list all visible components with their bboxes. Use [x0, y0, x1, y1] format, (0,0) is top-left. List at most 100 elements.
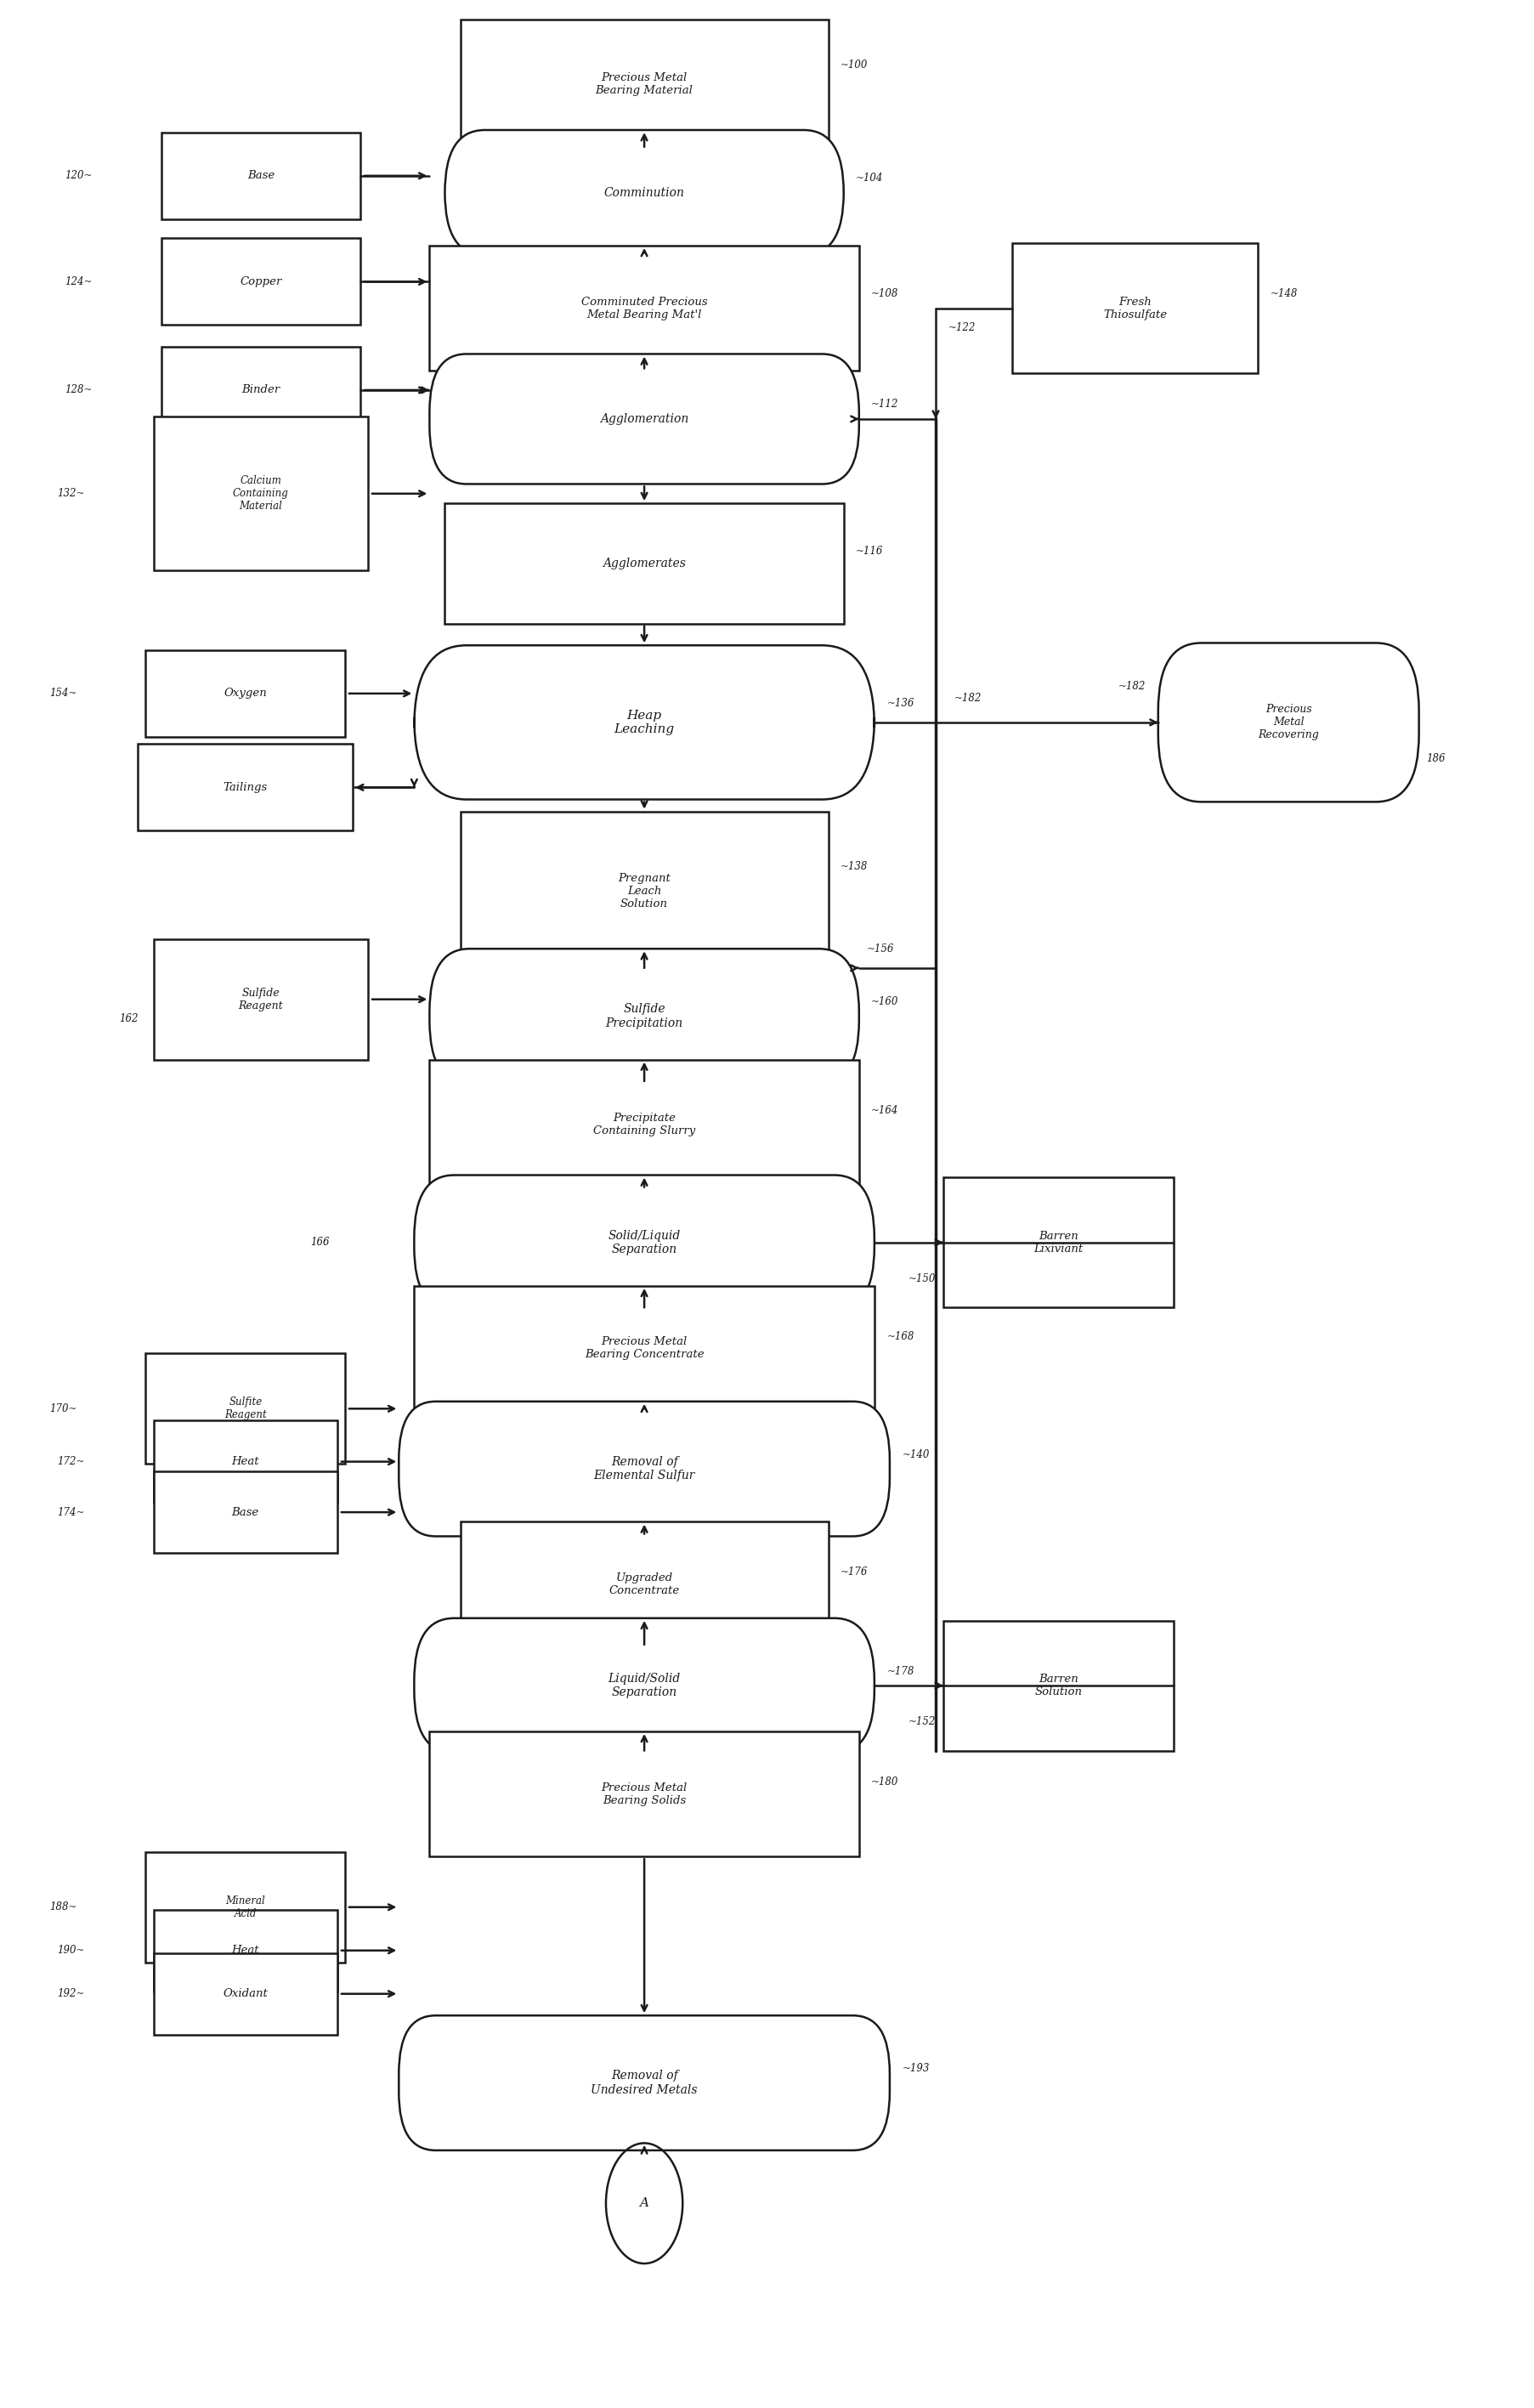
FancyBboxPatch shape	[161, 132, 360, 219]
Text: 188~: 188~	[49, 1902, 77, 1912]
Text: Oxygen: Oxygen	[224, 689, 267, 698]
Text: ~180: ~180	[871, 1777, 899, 1787]
Text: 174~: 174~	[57, 1507, 84, 1517]
FancyBboxPatch shape	[153, 1471, 337, 1553]
FancyBboxPatch shape	[161, 347, 360, 433]
Text: ~122: ~122	[948, 323, 976, 332]
Text: Precious Metal
Bearing Solids: Precious Metal Bearing Solids	[601, 1782, 687, 1806]
Text: ~138: ~138	[841, 862, 868, 872]
Text: Removal of
Undesired Metals: Removal of Undesired Metals	[591, 2071, 698, 2095]
Text: 162: 162	[120, 1014, 138, 1023]
FancyBboxPatch shape	[153, 417, 368, 571]
Text: Calcium
Containing
Material: Calcium Containing Material	[233, 474, 288, 513]
Text: 128~: 128~	[64, 385, 92, 395]
FancyBboxPatch shape	[399, 2015, 890, 2150]
Text: Precious Metal
Bearing Concentrate: Precious Metal Bearing Concentrate	[584, 1336, 704, 1361]
Text: ~140: ~140	[902, 1450, 930, 1459]
FancyBboxPatch shape	[445, 503, 844, 624]
FancyBboxPatch shape	[430, 246, 859, 371]
FancyBboxPatch shape	[153, 1421, 337, 1503]
Text: Removal of
Elemental Sulfur: Removal of Elemental Sulfur	[594, 1457, 695, 1481]
Text: ~116: ~116	[856, 547, 884, 556]
Text: ~150: ~150	[908, 1274, 936, 1283]
Text: 132~: 132~	[57, 489, 84, 498]
Text: 192~: 192~	[57, 1989, 84, 1999]
Text: ~182: ~182	[954, 694, 982, 703]
Text: Precious Metal
Bearing Material: Precious Metal Bearing Material	[595, 72, 693, 96]
FancyBboxPatch shape	[414, 1286, 874, 1411]
Text: Precious
Metal
Recovering: Precious Metal Recovering	[1258, 703, 1319, 742]
Text: ~193: ~193	[902, 2064, 930, 2073]
Text: Barren
Lixiviant: Barren Lixiviant	[1034, 1230, 1083, 1255]
Text: ~178: ~178	[887, 1666, 914, 1676]
FancyBboxPatch shape	[1158, 643, 1419, 802]
Text: 190~: 190~	[57, 1946, 84, 1955]
Text: ~168: ~168	[887, 1332, 914, 1341]
FancyBboxPatch shape	[430, 949, 859, 1084]
Text: Comminution: Comminution	[604, 188, 684, 197]
Text: ~100: ~100	[841, 60, 868, 70]
FancyBboxPatch shape	[460, 19, 828, 149]
Text: Heat: Heat	[232, 1946, 259, 1955]
FancyBboxPatch shape	[414, 1175, 874, 1310]
Text: 154~: 154~	[49, 689, 77, 698]
Text: Copper: Copper	[239, 277, 282, 287]
Text: ~164: ~164	[871, 1105, 899, 1115]
Text: Precipitate
Containing Slurry: Precipitate Containing Slurry	[594, 1112, 695, 1137]
Text: A: A	[640, 2199, 649, 2208]
Text: Barren
Solution: Barren Solution	[1034, 1674, 1083, 1698]
FancyBboxPatch shape	[460, 811, 828, 970]
FancyBboxPatch shape	[146, 650, 345, 737]
Text: Oxidant: Oxidant	[222, 1989, 268, 1999]
Text: 172~: 172~	[57, 1457, 84, 1466]
FancyBboxPatch shape	[414, 645, 874, 799]
FancyBboxPatch shape	[414, 1618, 874, 1753]
Text: Heap
Leaching: Heap Leaching	[614, 710, 675, 734]
Text: ~108: ~108	[871, 289, 899, 299]
FancyBboxPatch shape	[430, 1731, 859, 1857]
Text: Sulfide
Precipitation: Sulfide Precipitation	[606, 1004, 683, 1028]
Text: ~104: ~104	[856, 173, 884, 183]
Text: Binder: Binder	[241, 385, 281, 395]
FancyBboxPatch shape	[138, 744, 353, 831]
Text: ~156: ~156	[867, 944, 894, 954]
FancyBboxPatch shape	[399, 1401, 890, 1536]
FancyBboxPatch shape	[161, 238, 360, 325]
Text: Pregnant
Leach
Solution: Pregnant Leach Solution	[618, 872, 670, 910]
Text: ~148: ~148	[1270, 289, 1298, 299]
Text: ~152: ~152	[908, 1717, 936, 1727]
Text: 186: 186	[1427, 754, 1445, 763]
FancyBboxPatch shape	[146, 1852, 345, 1963]
Text: Sulfite
Reagent: Sulfite Reagent	[224, 1397, 267, 1421]
Text: ~136: ~136	[887, 698, 914, 708]
FancyBboxPatch shape	[430, 1060, 859, 1190]
Text: Sulfide
Reagent: Sulfide Reagent	[238, 987, 284, 1011]
Text: 170~: 170~	[49, 1404, 77, 1413]
Text: 124~: 124~	[64, 277, 92, 287]
Text: ~176: ~176	[841, 1568, 868, 1577]
FancyBboxPatch shape	[430, 354, 859, 484]
Text: ~112: ~112	[871, 400, 899, 409]
FancyBboxPatch shape	[146, 1353, 345, 1464]
FancyBboxPatch shape	[153, 939, 368, 1060]
Text: ~182: ~182	[1118, 681, 1146, 691]
FancyBboxPatch shape	[153, 1953, 337, 2035]
Text: Mineral
Acid: Mineral Acid	[225, 1895, 265, 1919]
FancyBboxPatch shape	[445, 130, 844, 255]
Text: Tailings: Tailings	[224, 783, 267, 792]
Text: Upgraded
Concentrate: Upgraded Concentrate	[609, 1572, 680, 1597]
Text: Comminuted Precious
Metal Bearing Mat'l: Comminuted Precious Metal Bearing Mat'l	[581, 296, 707, 320]
Text: Fresh
Thiosulfate: Fresh Thiosulfate	[1103, 296, 1167, 320]
FancyBboxPatch shape	[943, 1621, 1174, 1751]
FancyBboxPatch shape	[1012, 243, 1258, 373]
Text: Heat: Heat	[232, 1457, 259, 1466]
Text: ~160: ~160	[871, 997, 899, 1007]
FancyBboxPatch shape	[153, 1910, 337, 1991]
Text: Agglomerates: Agglomerates	[603, 559, 686, 568]
FancyBboxPatch shape	[460, 1522, 828, 1647]
Text: 120~: 120~	[64, 171, 92, 181]
Text: Agglomeration: Agglomeration	[600, 414, 689, 424]
Text: Liquid/Solid
Separation: Liquid/Solid Separation	[607, 1674, 681, 1698]
Text: 166: 166	[311, 1238, 330, 1247]
Text: Solid/Liquid
Separation: Solid/Liquid Separation	[607, 1230, 681, 1255]
